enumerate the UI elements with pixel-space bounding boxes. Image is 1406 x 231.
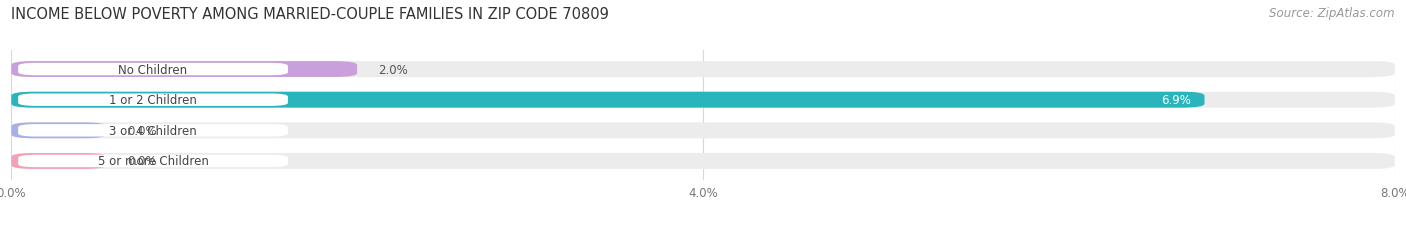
FancyBboxPatch shape bbox=[18, 155, 288, 167]
Text: 3 or 4 Children: 3 or 4 Children bbox=[110, 124, 197, 137]
Text: Source: ZipAtlas.com: Source: ZipAtlas.com bbox=[1270, 7, 1395, 20]
Text: 2.0%: 2.0% bbox=[378, 63, 408, 76]
FancyBboxPatch shape bbox=[11, 92, 1205, 108]
FancyBboxPatch shape bbox=[11, 62, 1395, 78]
Text: 1 or 2 Children: 1 or 2 Children bbox=[110, 94, 197, 107]
FancyBboxPatch shape bbox=[11, 153, 1395, 169]
FancyBboxPatch shape bbox=[11, 62, 357, 78]
Text: 0.0%: 0.0% bbox=[127, 124, 156, 137]
FancyBboxPatch shape bbox=[11, 92, 1395, 108]
Text: 0.0%: 0.0% bbox=[127, 155, 156, 168]
FancyBboxPatch shape bbox=[11, 123, 107, 139]
FancyBboxPatch shape bbox=[11, 153, 107, 169]
Text: INCOME BELOW POVERTY AMONG MARRIED-COUPLE FAMILIES IN ZIP CODE 70809: INCOME BELOW POVERTY AMONG MARRIED-COUPL… bbox=[11, 7, 609, 22]
FancyBboxPatch shape bbox=[18, 94, 288, 106]
Text: 5 or more Children: 5 or more Children bbox=[97, 155, 208, 168]
FancyBboxPatch shape bbox=[18, 125, 288, 137]
FancyBboxPatch shape bbox=[11, 123, 1395, 139]
Text: 6.9%: 6.9% bbox=[1161, 94, 1191, 107]
Text: No Children: No Children bbox=[118, 63, 187, 76]
FancyBboxPatch shape bbox=[18, 64, 288, 76]
